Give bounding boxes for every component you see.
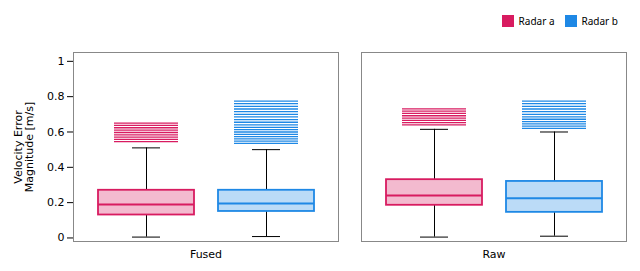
svg-text:0.2: 0.2 xyxy=(47,196,65,209)
svg-text:Velocity ErrorMagnitude [m/s]: Velocity ErrorMagnitude [m/s] xyxy=(12,102,36,193)
html-text:Radar b: Radar b xyxy=(581,13,618,28)
svg-text:Fused: Fused xyxy=(190,248,222,261)
html-text:Radar a: Radar a xyxy=(518,13,555,28)
svg-text:0.8: 0.8 xyxy=(47,90,65,103)
svg-text:Raw: Raw xyxy=(482,248,505,261)
svg-text:1: 1 xyxy=(58,55,65,68)
svg-text:0.6: 0.6 xyxy=(47,126,65,139)
svg-text:0.4: 0.4 xyxy=(47,161,65,174)
svg-text:0: 0 xyxy=(58,231,65,244)
